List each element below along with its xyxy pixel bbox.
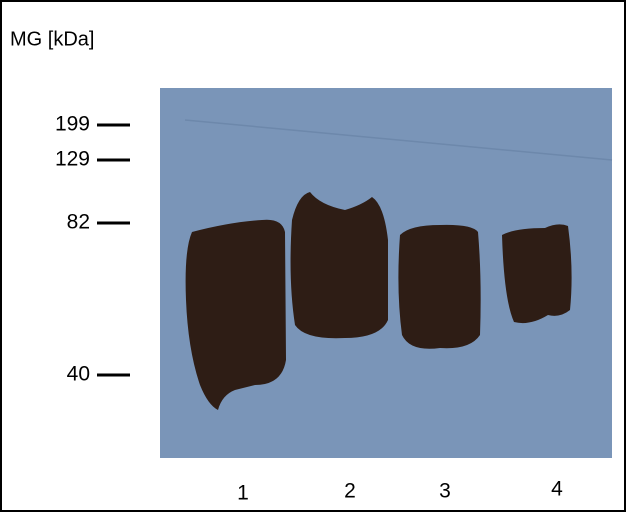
band (291, 192, 388, 338)
band (502, 224, 572, 323)
title: MG [kDa] (10, 28, 94, 50)
lane-label: 1 (237, 482, 249, 505)
marker-label: 199 (55, 113, 90, 136)
lane-label: 4 (551, 478, 563, 501)
marker-label: 129 (55, 148, 90, 171)
band (398, 225, 480, 349)
band (186, 220, 286, 410)
marker-label: 82 (67, 211, 90, 234)
figure: MG [kDa] 199 129 82 40 1 2 3 4 (0, 0, 626, 512)
lane-label: 3 (439, 480, 451, 503)
marker-label: 40 (67, 363, 90, 386)
lane-label: 2 (344, 480, 356, 503)
